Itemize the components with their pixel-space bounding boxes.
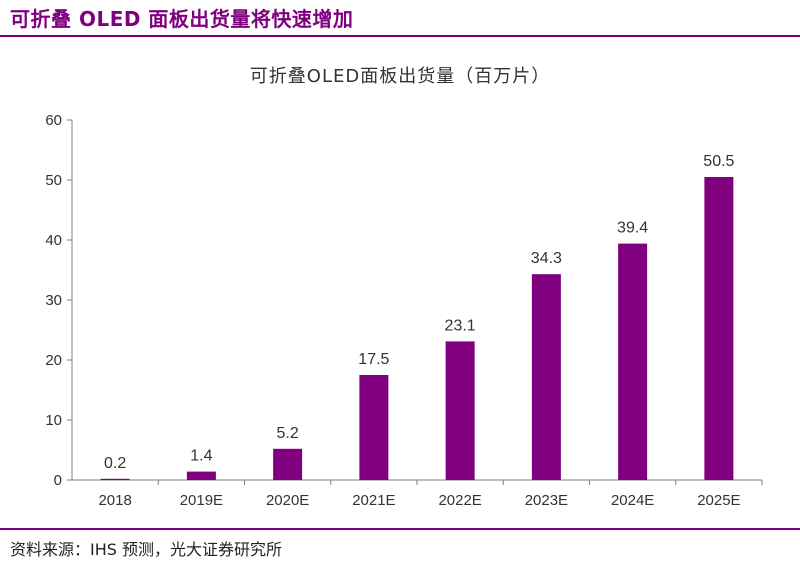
x-tick-label-2023E: 2023E (525, 492, 568, 509)
header-divider (0, 35, 800, 37)
bar-chart: 0 10 20 30 40 50 60 0.2 2018 1.4 2019E 5.2 2020E 17.5… (45, 112, 763, 509)
data-label-2023E: 34.3 (531, 250, 562, 267)
y-tick-label: 20 (45, 352, 62, 369)
bar-2025E (704, 177, 734, 480)
chart-area: 可折叠OLED面板出货量（百万片） 0 10 20 30 40 50 60 0.2 2018 1.… (0, 38, 800, 528)
footer-divider (0, 528, 800, 530)
bar-2022E (445, 341, 475, 480)
data-label-2019E: 1.4 (190, 448, 212, 465)
y-tick-label: 50 (45, 172, 62, 189)
page-title: 可折叠 OLED 面板出货量将快速增加 (10, 7, 354, 31)
page-header: 可折叠 OLED 面板出货量将快速增加 (0, 0, 800, 37)
data-label-2022E: 23.1 (445, 317, 476, 334)
y-tick-label: 30 (45, 292, 62, 309)
x-tick-label-2020E: 2020E (266, 492, 309, 509)
data-label-2021E: 17.5 (358, 351, 389, 368)
y-tick-label: 60 (45, 112, 62, 129)
x-tick-label-2021E: 2021E (352, 492, 395, 509)
data-label-2018: 0.2 (104, 455, 126, 472)
bar-2019E (186, 471, 216, 480)
y-tick-label: 40 (45, 232, 62, 249)
data-label-2020E: 5.2 (277, 425, 299, 442)
x-tick-label-2022E: 2022E (438, 492, 481, 509)
x-tick-label-2018: 2018 (98, 492, 131, 509)
data-label-2024E: 39.4 (617, 220, 648, 237)
bar-2024E (618, 243, 648, 480)
bar-2021E (359, 375, 389, 480)
bar-2018 (100, 478, 130, 480)
x-tick-label-2019E: 2019E (180, 492, 223, 509)
bar-2023E (531, 274, 561, 480)
y-tick-label: 10 (45, 412, 62, 429)
x-tick-label-2024E: 2024E (611, 492, 654, 509)
bar-2020E (273, 448, 303, 480)
y-tick-label: 0 (54, 472, 62, 489)
chart-title: 可折叠OLED面板出货量（百万片） (249, 66, 551, 87)
data-label-2025E: 50.5 (703, 153, 734, 170)
source-note: 资料来源：IHS 预测，光大证券研究所 (10, 540, 282, 559)
x-tick-label-2025E: 2025E (697, 492, 740, 509)
